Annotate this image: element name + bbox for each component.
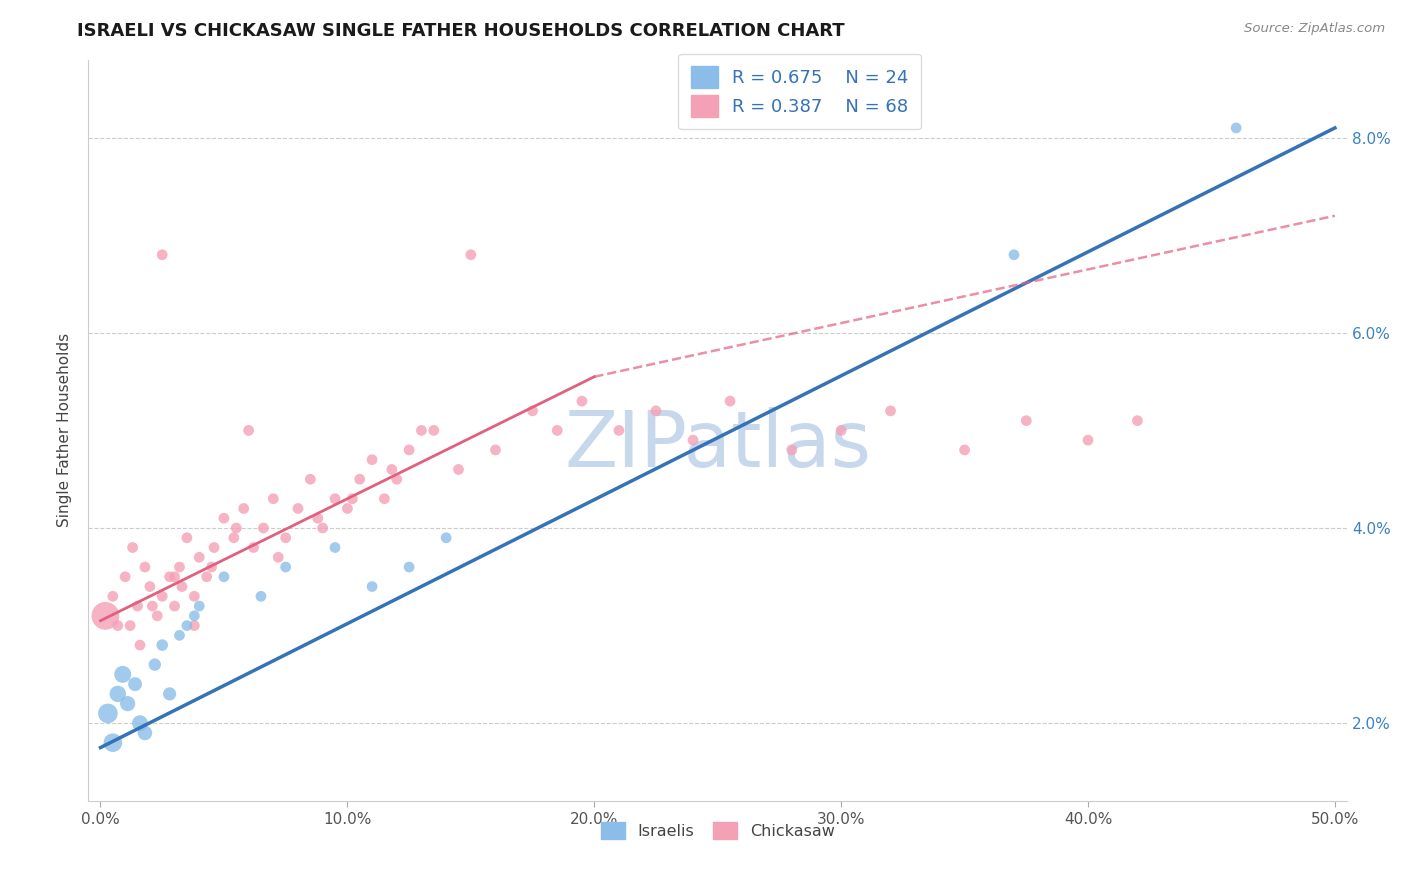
- Point: [484, 442, 506, 457]
- Point: [111, 667, 134, 681]
- Point: [212, 570, 235, 584]
- Point: [117, 697, 139, 711]
- Point: [159, 570, 181, 584]
- Point: [607, 424, 630, 438]
- Point: [238, 424, 260, 438]
- Point: [323, 541, 346, 555]
- Point: [342, 491, 364, 506]
- Point: [830, 424, 852, 438]
- Point: [274, 531, 297, 545]
- Point: [780, 442, 803, 457]
- Legend: Israelis, Chickasaw: Israelis, Chickasaw: [595, 816, 841, 845]
- Point: [101, 736, 124, 750]
- Point: [121, 541, 143, 555]
- Point: [97, 706, 120, 721]
- Point: [222, 531, 245, 545]
- Point: [398, 560, 420, 574]
- Point: [183, 590, 205, 604]
- Text: ISRAELI VS CHICKASAW SINGLE FATHER HOUSEHOLDS CORRELATION CHART: ISRAELI VS CHICKASAW SINGLE FATHER HOUSE…: [77, 22, 845, 40]
- Point: [1126, 414, 1149, 428]
- Point: [434, 531, 457, 545]
- Point: [176, 531, 198, 545]
- Point: [274, 560, 297, 574]
- Point: [188, 599, 211, 613]
- Point: [879, 404, 901, 418]
- Point: [146, 608, 169, 623]
- Point: [225, 521, 247, 535]
- Point: [212, 511, 235, 525]
- Point: [107, 687, 129, 701]
- Point: [183, 608, 205, 623]
- Point: [129, 716, 152, 731]
- Point: [141, 599, 163, 613]
- Point: [252, 521, 274, 535]
- Point: [1002, 248, 1025, 262]
- Point: [361, 580, 384, 594]
- Point: [202, 541, 225, 555]
- Point: [101, 590, 124, 604]
- Point: [169, 560, 191, 574]
- Point: [250, 590, 273, 604]
- Point: [139, 580, 162, 594]
- Point: [953, 442, 976, 457]
- Text: Source: ZipAtlas.com: Source: ZipAtlas.com: [1244, 22, 1385, 36]
- Point: [546, 424, 568, 438]
- Point: [150, 248, 173, 262]
- Point: [124, 677, 146, 691]
- Point: [349, 472, 371, 486]
- Point: [107, 618, 129, 632]
- Point: [522, 404, 544, 418]
- Point: [1077, 433, 1099, 447]
- Point: [398, 442, 420, 457]
- Point: [323, 491, 346, 506]
- Point: [195, 570, 218, 584]
- Point: [645, 404, 668, 418]
- Point: [262, 491, 284, 506]
- Point: [460, 248, 482, 262]
- Point: [682, 433, 704, 447]
- Point: [134, 726, 156, 740]
- Point: [718, 394, 741, 409]
- Y-axis label: Single Father Households: Single Father Households: [58, 334, 72, 527]
- Point: [94, 608, 117, 623]
- Point: [232, 501, 254, 516]
- Point: [447, 462, 470, 476]
- Point: [571, 394, 593, 409]
- Point: [381, 462, 404, 476]
- Point: [336, 501, 359, 516]
- Text: ZIPatlas: ZIPatlas: [564, 408, 872, 483]
- Point: [159, 687, 181, 701]
- Point: [200, 560, 222, 574]
- Point: [267, 550, 290, 565]
- Point: [170, 580, 193, 594]
- Point: [143, 657, 166, 672]
- Point: [176, 618, 198, 632]
- Point: [299, 472, 322, 486]
- Point: [312, 521, 335, 535]
- Point: [385, 472, 408, 486]
- Point: [114, 570, 136, 584]
- Point: [150, 638, 173, 652]
- Point: [127, 599, 149, 613]
- Point: [163, 599, 186, 613]
- Point: [129, 638, 152, 652]
- Point: [183, 618, 205, 632]
- Point: [1015, 414, 1038, 428]
- Point: [373, 491, 395, 506]
- Point: [120, 618, 142, 632]
- Point: [242, 541, 264, 555]
- Point: [361, 452, 384, 467]
- Point: [150, 590, 173, 604]
- Point: [287, 501, 309, 516]
- Point: [1225, 120, 1247, 135]
- Point: [423, 424, 446, 438]
- Point: [163, 570, 186, 584]
- Point: [134, 560, 156, 574]
- Point: [307, 511, 329, 525]
- Point: [169, 628, 191, 642]
- Point: [188, 550, 211, 565]
- Point: [411, 424, 433, 438]
